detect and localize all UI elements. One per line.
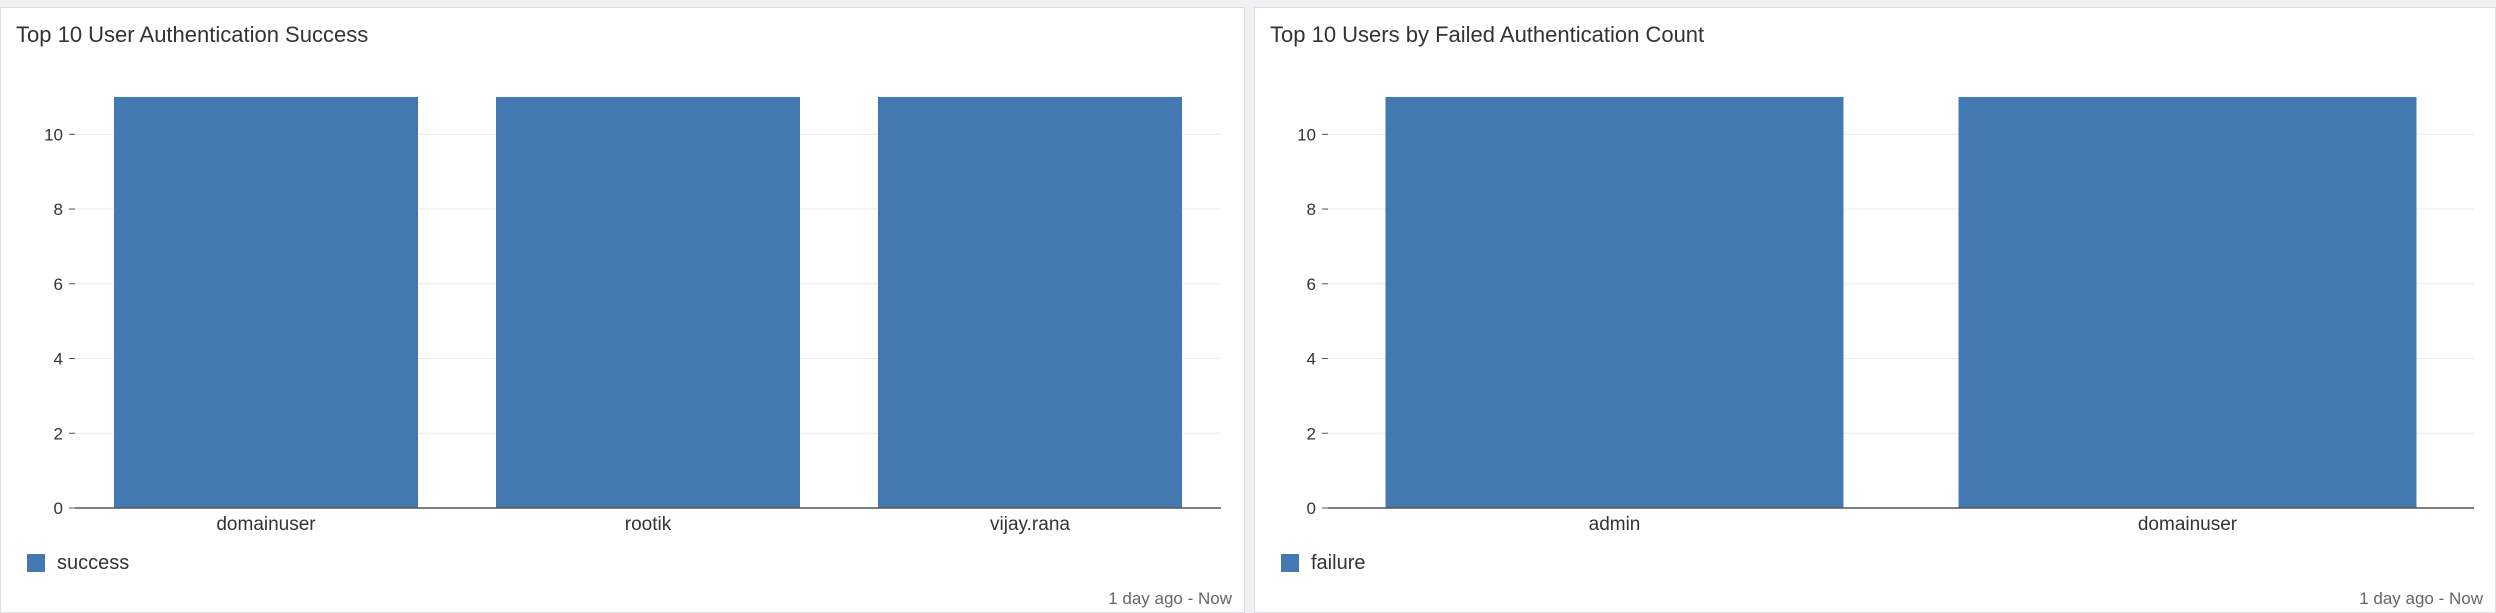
bar[interactable] (878, 96, 1182, 509)
auth-failure-chart: 0 2 4 6 8 10 admin domainuser (1297, 96, 2474, 535)
panel-auth-failure: Top 10 Users by Failed Authentication Co… (1254, 7, 2496, 613)
panel-title: Top 10 User Authentication Success (16, 22, 369, 47)
y-tick-label: 0 (1307, 499, 1316, 518)
y-tick-label: 6 (1307, 275, 1316, 294)
x-category-label: vijay.rana (990, 514, 1070, 535)
y-tick-label: 2 (54, 424, 63, 443)
chart-legend[interactable]: success (27, 551, 129, 575)
bar[interactable] (496, 96, 800, 509)
y-tick-label: 4 (1307, 350, 1316, 369)
x-category-label: rootik (625, 514, 672, 535)
bar[interactable] (114, 96, 418, 509)
y-tick-label: 0 (54, 499, 63, 518)
y-tick-label: 8 (1307, 200, 1316, 219)
y-tick-label: 8 (54, 200, 63, 219)
time-range-label: 1 day ago - Now (1108, 589, 1232, 608)
legend-label-failure: failure (1311, 551, 1366, 574)
y-tick-label: 4 (54, 350, 63, 369)
panel-title: Top 10 Users by Failed Authentication Co… (1270, 22, 1705, 47)
time-range-label: 1 day ago - Now (2359, 589, 2483, 608)
chart-legend[interactable]: failure (1281, 551, 1365, 575)
bar[interactable] (1958, 96, 2417, 509)
legend-label-success: success (57, 551, 130, 574)
panel-auth-success: Top 10 User Authentication Success 0 2 4 6 8… (0, 7, 1245, 613)
legend-swatch (27, 554, 45, 572)
auth-success-chart: 0 2 4 6 8 10 domainuser rootik vijay.rana (44, 96, 1221, 535)
bar[interactable] (1385, 96, 1844, 509)
y-tick-label: 2 (1307, 424, 1316, 443)
x-category-label: admin (1589, 514, 1641, 535)
x-category-label: domainuser (2138, 514, 2238, 535)
y-tick-label: 10 (44, 125, 63, 144)
y-tick-label: 6 (54, 275, 63, 294)
x-category-label: domainuser (216, 514, 316, 535)
legend-swatch (1281, 554, 1299, 572)
y-tick-label: 10 (1297, 125, 1316, 144)
